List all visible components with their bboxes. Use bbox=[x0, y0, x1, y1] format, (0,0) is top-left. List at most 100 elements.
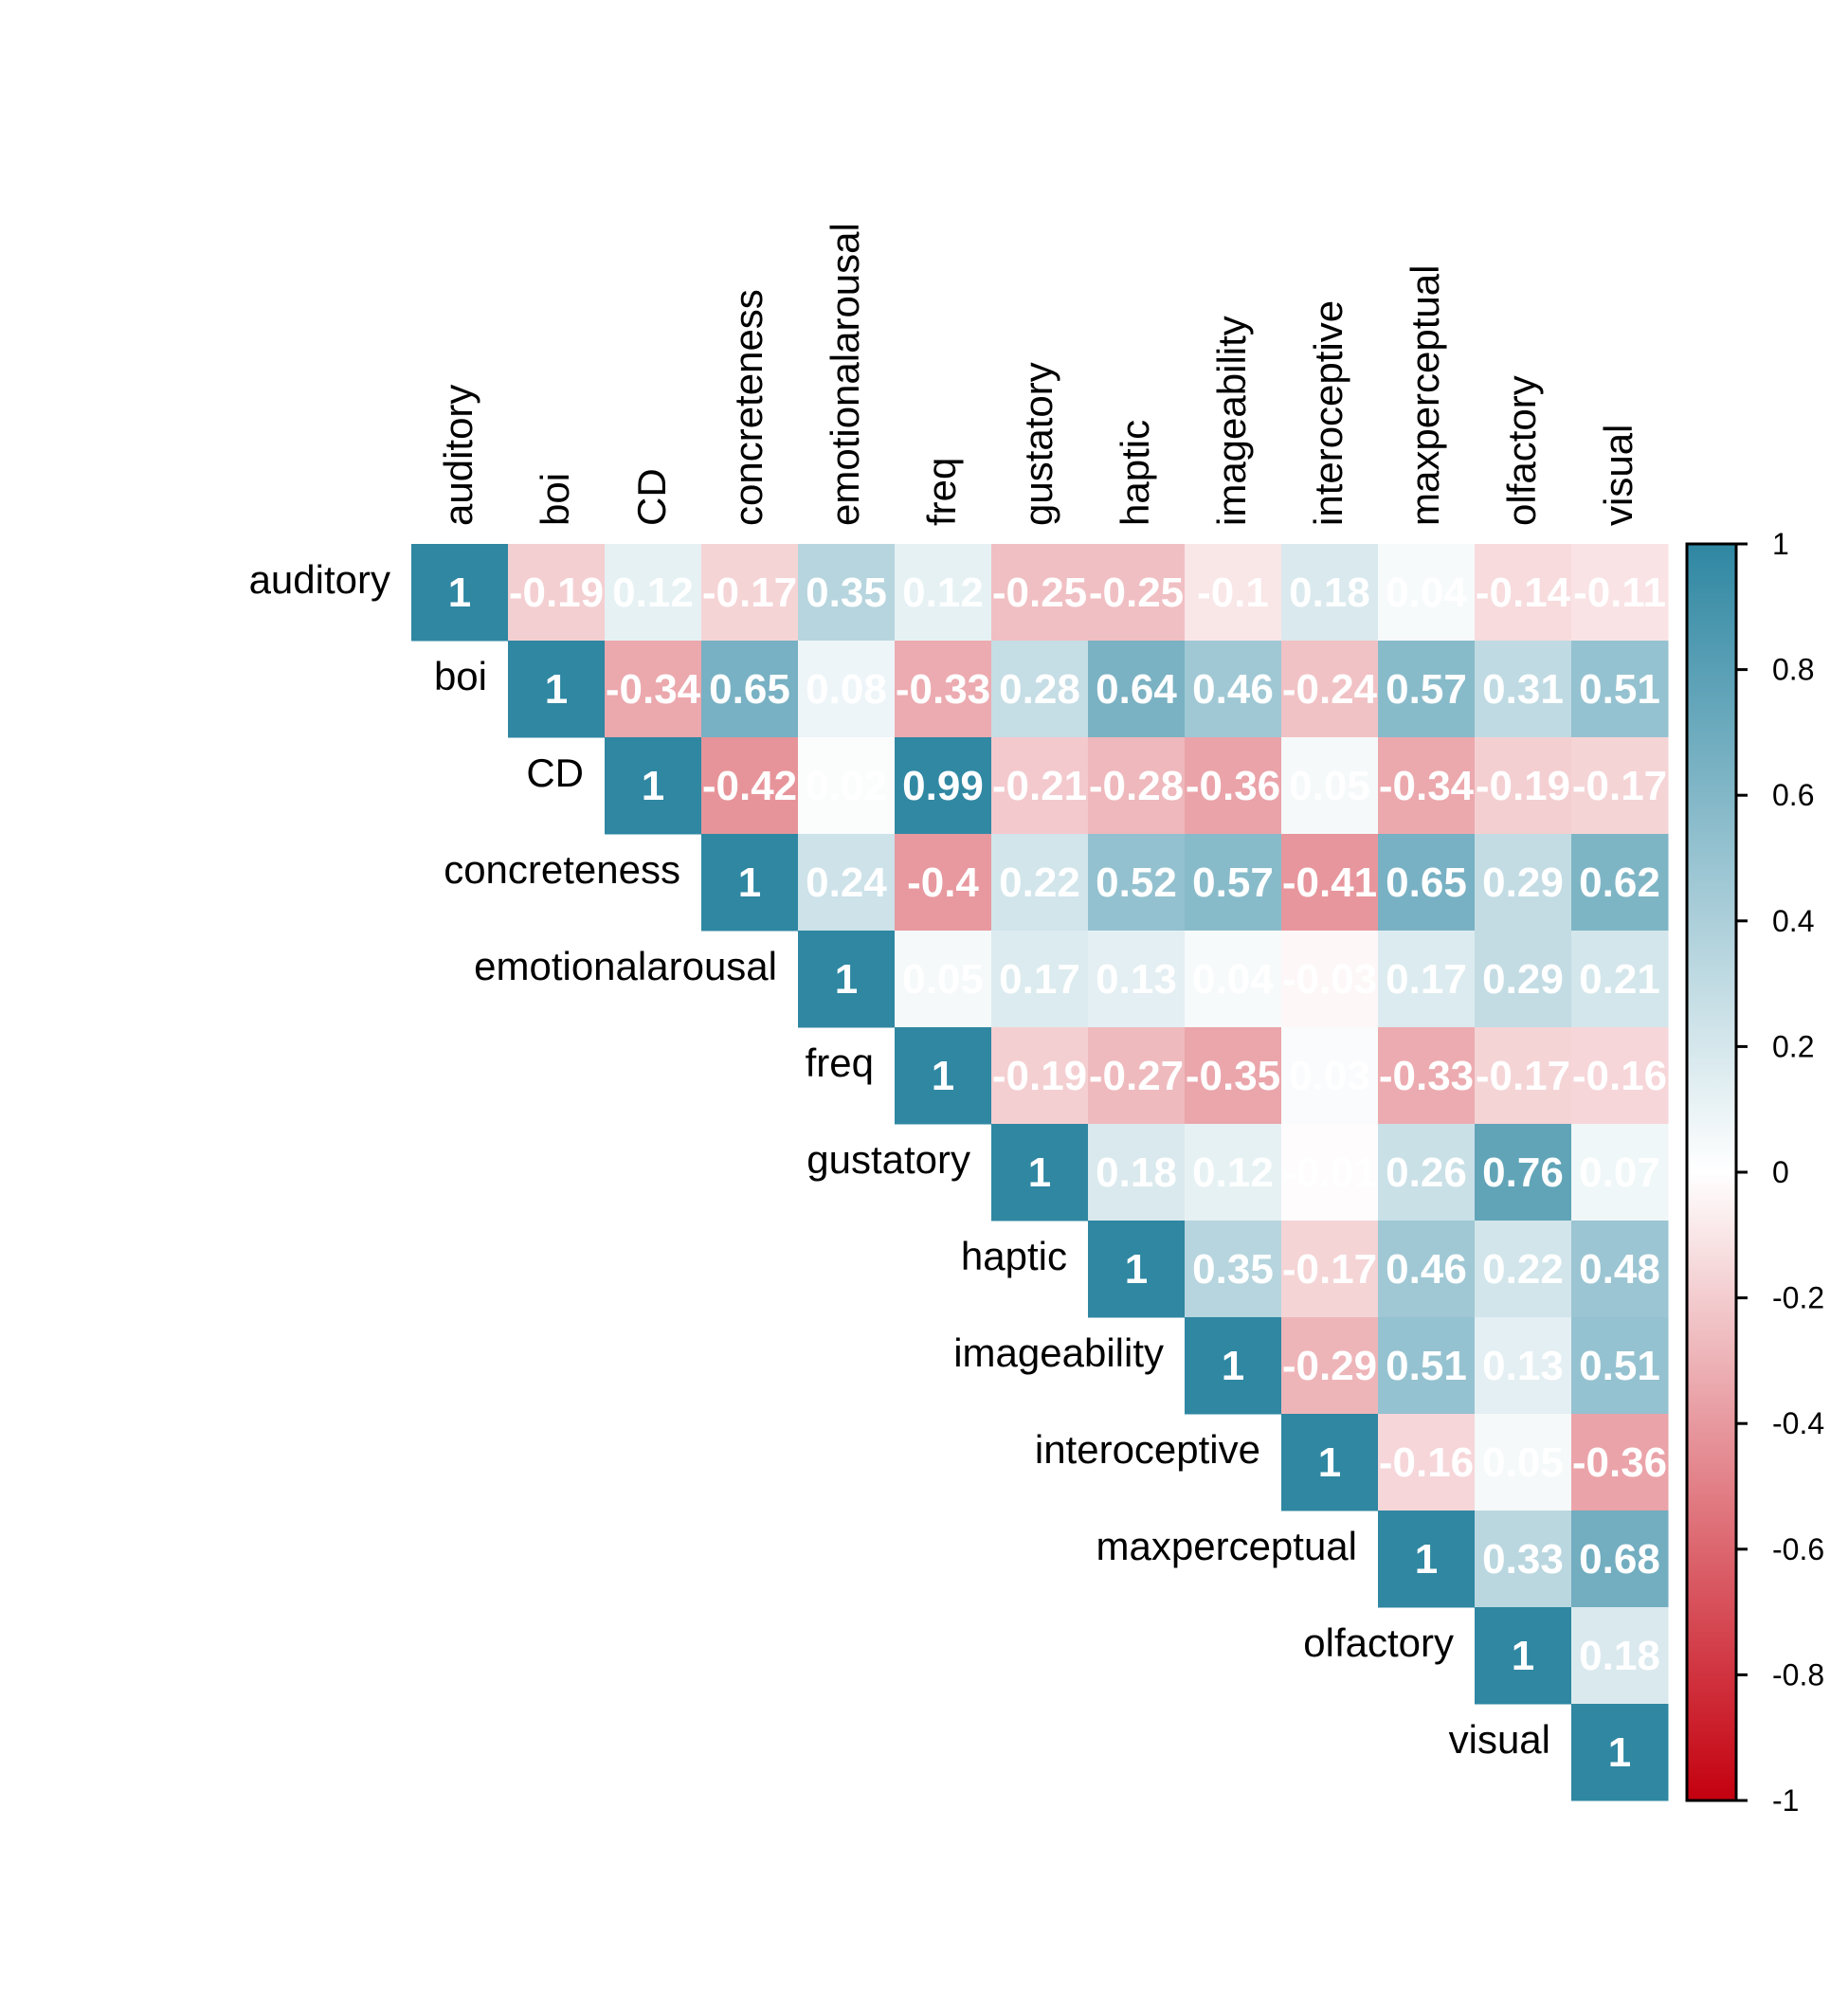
cell-value-CD-gustatory: -0.21 bbox=[992, 763, 1087, 809]
cell-value-emotionalarousal-haptic: 0.13 bbox=[1096, 956, 1177, 1003]
cell-value-freq-freq: 1 bbox=[932, 1053, 954, 1099]
colorbar-tick-label: -0.8 bbox=[1772, 1657, 1824, 1692]
cell-visual-visual bbox=[1571, 1704, 1669, 1801]
cell-CD-maxperceptual bbox=[1378, 737, 1476, 835]
row-label-CD: CD bbox=[526, 751, 584, 795]
cell-value-CD-imageability: -0.36 bbox=[1186, 763, 1280, 809]
cell-auditory-auditory bbox=[411, 544, 509, 642]
colorbar-tick-label: 0.4 bbox=[1772, 904, 1814, 938]
cell-boi-gustatory bbox=[991, 641, 1089, 738]
cell-value-concreteness-interoceptive: -0.41 bbox=[1282, 859, 1377, 906]
cell-value-imageability-maxperceptual: 0.51 bbox=[1386, 1343, 1467, 1389]
row-labels: auditory boi CD concreteness emotionalarousa… bbox=[249, 557, 1550, 1762]
cell-value-gustatory-visual: 0.07 bbox=[1579, 1149, 1660, 1196]
colorbar-gradient bbox=[1685, 542, 1738, 1802]
cell-value-emotionalarousal-imageability: 0.04 bbox=[1192, 956, 1274, 1003]
col-label-interoceptive: interoceptive bbox=[1306, 300, 1350, 526]
cell-value-boi-gustatory: 0.28 bbox=[999, 666, 1080, 713]
col-label-visual: visual bbox=[1596, 425, 1640, 526]
cell-value-emotionalarousal-visual: 0.21 bbox=[1579, 956, 1660, 1003]
col-label-olfactory: olfactory bbox=[1499, 375, 1544, 526]
row-label-freq: freq bbox=[806, 1040, 874, 1085]
cell-value-imageability-imageability: 1 bbox=[1222, 1343, 1244, 1389]
cell-auditory-imageability bbox=[1185, 544, 1282, 642]
cell-imageability-visual bbox=[1571, 1317, 1669, 1415]
col-label-CD: CD bbox=[629, 468, 674, 526]
row-label-concreteness: concreteness bbox=[444, 847, 680, 892]
cell-maxperceptual-olfactory bbox=[1475, 1511, 1572, 1608]
cell-haptic-maxperceptual bbox=[1378, 1221, 1476, 1318]
col-label-concreteness: concreteness bbox=[726, 289, 770, 526]
col-label-auditory: auditory bbox=[436, 385, 480, 526]
cell-gustatory-imageability bbox=[1185, 1124, 1282, 1221]
cell-value-auditory-maxperceptual: 0.04 bbox=[1386, 570, 1467, 616]
cell-emotionalarousal-freq bbox=[895, 931, 992, 1028]
cell-emotionalarousal-gustatory bbox=[991, 931, 1089, 1028]
row-label-boi: boi bbox=[434, 654, 487, 698]
cell-value-gustatory-olfactory: 0.76 bbox=[1482, 1149, 1564, 1196]
row-label-visual: visual bbox=[1449, 1717, 1550, 1762]
cell-value-auditory-haptic: -0.25 bbox=[1089, 570, 1184, 616]
cell-CD-imageability bbox=[1185, 737, 1282, 835]
cell-value-haptic-maxperceptual: 0.46 bbox=[1386, 1246, 1467, 1293]
cell-interoceptive-maxperceptual bbox=[1378, 1414, 1476, 1511]
cell-value-freq-maxperceptual: -0.33 bbox=[1379, 1053, 1474, 1099]
cell-concreteness-visual bbox=[1571, 834, 1669, 932]
cell-value-haptic-visual: 0.48 bbox=[1579, 1246, 1660, 1293]
col-label-maxperceptual: maxperceptual bbox=[1403, 265, 1447, 526]
cell-CD-CD bbox=[605, 737, 702, 835]
cell-interoceptive-interoceptive bbox=[1281, 1414, 1379, 1511]
row-label-olfactory: olfactory bbox=[1303, 1620, 1454, 1665]
cell-value-boi-visual: 0.51 bbox=[1579, 666, 1660, 713]
cell-interoceptive-olfactory bbox=[1475, 1414, 1572, 1511]
cell-freq-freq bbox=[895, 1027, 992, 1125]
colorbar-tick-label: -0.2 bbox=[1772, 1281, 1824, 1315]
cell-value-CD-freq: 0.99 bbox=[902, 763, 984, 809]
cell-value-haptic-interoceptive: -0.17 bbox=[1282, 1246, 1377, 1293]
cell-value-auditory-imageability: -0.1 bbox=[1197, 570, 1269, 616]
cell-value-auditory-visual: -0.11 bbox=[1573, 570, 1666, 616]
cell-concreteness-freq bbox=[895, 834, 992, 932]
cell-emotionalarousal-olfactory bbox=[1475, 931, 1572, 1028]
cell-boi-CD bbox=[605, 641, 702, 738]
cell-gustatory-olfactory bbox=[1475, 1124, 1572, 1221]
cell-value-gustatory-imageability: 0.12 bbox=[1192, 1149, 1274, 1196]
colorbar-tick-label: 0.8 bbox=[1772, 653, 1814, 687]
col-label-freq: freq bbox=[919, 458, 964, 526]
cell-haptic-imageability bbox=[1185, 1221, 1282, 1318]
cell-freq-haptic bbox=[1088, 1027, 1186, 1125]
cell-value-boi-maxperceptual: 0.57 bbox=[1386, 666, 1467, 713]
cell-value-emotionalarousal-gustatory: 0.17 bbox=[999, 956, 1080, 1003]
col-label-emotionalarousal: emotionalarousal bbox=[823, 223, 867, 526]
cell-auditory-maxperceptual bbox=[1378, 544, 1476, 642]
cell-value-imageability-interoceptive: -0.29 bbox=[1282, 1343, 1377, 1389]
col-label-boi: boi bbox=[533, 473, 577, 526]
cell-concreteness-concreteness bbox=[701, 834, 799, 932]
cell-maxperceptual-visual bbox=[1571, 1511, 1669, 1608]
cell-boi-concreteness bbox=[701, 641, 799, 738]
cell-value-haptic-imageability: 0.35 bbox=[1192, 1246, 1274, 1293]
col-label-gustatory: gustatory bbox=[1016, 362, 1060, 526]
cell-CD-interoceptive bbox=[1281, 737, 1379, 835]
cell-emotionalarousal-visual bbox=[1571, 931, 1669, 1028]
cell-value-concreteness-gustatory: 0.22 bbox=[999, 859, 1080, 906]
cell-auditory-interoceptive bbox=[1281, 544, 1379, 642]
cell-haptic-haptic bbox=[1088, 1221, 1186, 1318]
cell-CD-gustatory bbox=[991, 737, 1089, 835]
cell-value-CD-concreteness: -0.42 bbox=[702, 763, 797, 809]
cell-value-boi-emotionalarousal: 0.08 bbox=[806, 666, 887, 713]
cell-auditory-visual bbox=[1571, 544, 1669, 642]
row-label-maxperceptual: maxperceptual bbox=[1096, 1524, 1357, 1568]
cell-value-emotionalarousal-olfactory: 0.29 bbox=[1482, 956, 1564, 1003]
cell-auditory-emotionalarousal bbox=[798, 544, 896, 642]
row-label-gustatory: gustatory bbox=[806, 1137, 970, 1182]
cell-haptic-olfactory bbox=[1475, 1221, 1572, 1318]
cell-value-auditory-freq: 0.12 bbox=[902, 570, 984, 616]
cell-auditory-olfactory bbox=[1475, 544, 1572, 642]
row-label-interoceptive: interoceptive bbox=[1035, 1427, 1260, 1472]
cell-concreteness-emotionalarousal bbox=[798, 834, 896, 932]
cell-boi-boi bbox=[508, 641, 606, 738]
row-label-emotionalarousal: emotionalarousal bbox=[474, 944, 777, 988]
cell-value-CD-haptic: -0.28 bbox=[1089, 763, 1184, 809]
cell-freq-imageability bbox=[1185, 1027, 1282, 1125]
